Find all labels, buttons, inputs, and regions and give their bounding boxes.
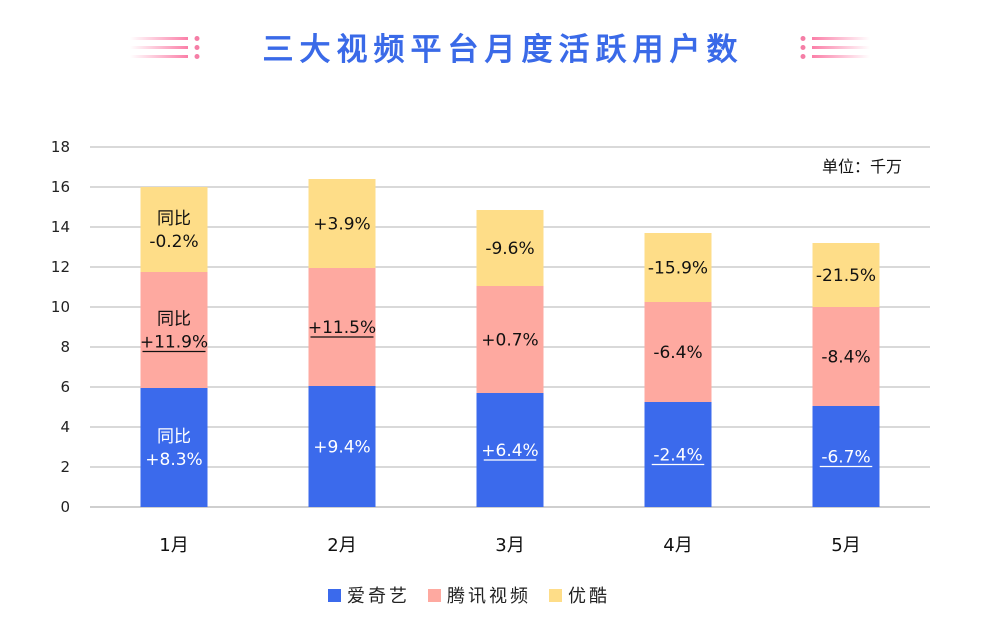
data-label: -2.4% [653,446,702,466]
x-tick-label: 3月 [495,535,524,556]
y-tick-label: 2 [60,458,70,476]
data-label: +11.5% [308,318,376,338]
data-label: +8.3% [145,450,202,470]
x-tick-label: 5月 [831,535,860,556]
y-tick-label: 0 [60,498,70,516]
data-label: +3.9% [313,215,370,235]
title-decoration-right [800,36,870,59]
data-label: -0.2% [149,232,198,252]
legend-label: 优酷 [568,586,610,607]
data-label: 同比 [157,209,191,229]
y-tick-label: 18 [51,138,70,156]
y-tick-label: 16 [51,178,70,196]
bar-segment [476,210,544,286]
x-tick-label: 4月 [663,535,692,556]
bar-segment [140,272,208,388]
bar-segment [812,243,880,307]
legend-label: 腾讯视频 [447,586,531,607]
y-tick-label: 10 [51,298,70,316]
data-label: -6.4% [653,343,702,363]
y-tick-label: 6 [60,378,70,396]
data-label: 同比 [157,427,191,447]
legend-swatch [428,589,441,602]
bar-segment [812,307,880,406]
data-label: -9.6% [485,239,534,259]
title-decoration-left [130,36,200,59]
legend-swatch [549,589,562,602]
bar-segment [308,386,376,507]
bar-segment [140,388,208,507]
data-label: -6.7% [821,448,870,468]
y-tick-label: 8 [60,338,70,356]
bar-segment [644,302,712,402]
data-label: -15.9% [648,259,708,279]
data-label: +9.4% [313,438,370,458]
bar-segment [476,286,544,393]
y-tick-label: 14 [51,218,70,236]
legend-label: 爱奇艺 [347,586,410,607]
bar-segment [476,393,544,507]
data-label: +0.7% [481,331,538,351]
data-label: 同比 [157,310,191,330]
bar-segment [644,233,712,302]
bar-segment [812,406,880,507]
chart-title: 三大视频平台月度活跃用户数 [263,32,744,68]
bar-segment [644,402,712,507]
y-tick-label: 12 [51,258,70,276]
x-tick-label: 2月 [327,535,356,556]
y-tick-label: 4 [60,418,70,436]
bar-segment [140,187,208,272]
data-label: +6.4% [481,441,538,461]
x-tick-label: 1月 [159,535,188,556]
bar-segment [308,179,376,268]
data-label: -21.5% [816,266,876,286]
data-label: +11.9% [140,333,208,353]
data-label: -8.4% [821,348,870,368]
bar-segment [308,268,376,386]
unit-note: 单位：千万 [822,157,902,176]
legend-swatch [328,589,341,602]
